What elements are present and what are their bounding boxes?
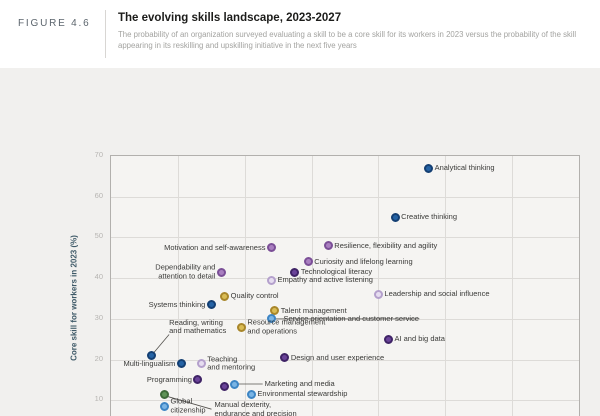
point-label: Empathy and active listening: [277, 274, 373, 284]
data-point: [303, 257, 313, 267]
data-point: [206, 300, 216, 310]
leader-line: [166, 395, 212, 410]
gridline-vertical: [244, 156, 246, 416]
point-label: Resilience, flexibility and agility: [334, 240, 438, 250]
data-point: [383, 334, 393, 344]
y-tick-label: 60: [94, 190, 103, 200]
point-label: Design and user experience: [290, 352, 385, 362]
data-point: [216, 267, 226, 277]
point-label: Reading, writing and mathematics: [169, 317, 227, 335]
data-point: [290, 267, 300, 277]
point-label: Motivation and self-awareness: [164, 242, 266, 252]
data-point: [220, 291, 230, 301]
point-label: Talent management: [280, 305, 347, 315]
point-label: Leadership and social influence: [384, 289, 490, 299]
point-label: Service orientation and customer service: [283, 313, 419, 323]
point-label: Analytical thinking: [434, 162, 495, 172]
y-tick-label: 20: [94, 353, 103, 363]
point-label: Marketing and media: [264, 378, 335, 388]
point-label: Systems thinking: [148, 299, 206, 309]
data-point: [236, 322, 246, 332]
data-point: [146, 351, 156, 360]
gridline-vertical: [177, 156, 179, 416]
point-label: Quality control: [230, 291, 279, 301]
data-point: [266, 275, 276, 285]
gridline-horizontal: [111, 400, 579, 402]
gridline-horizontal: [111, 359, 579, 361]
scatter-plot: Analytical thinking Creative thinking Resi…: [110, 155, 580, 416]
y-tick-label: 40: [94, 272, 103, 282]
data-point: [266, 314, 276, 324]
gridline-vertical: [445, 156, 447, 416]
header-divider: [105, 10, 106, 58]
y-tick-label: 70: [94, 150, 103, 159]
point-label: Programming: [146, 374, 192, 384]
gridline-vertical: [378, 156, 380, 416]
data-point: [159, 389, 169, 399]
chart-panel: Core skill for workers in 2023 (%) Reski…: [0, 68, 600, 416]
chart-title: The evolving skills landscape, 2023-2027: [118, 12, 342, 24]
point-label: Manual dexterity, endurance and precision: [214, 400, 297, 416]
y-axis-title: Core skill for workers in 2023 (%): [69, 235, 79, 361]
chart-subtitle: The probability of an organization surve…: [118, 30, 577, 50]
point-label: Technological literacy: [300, 266, 373, 276]
data-point: [193, 375, 203, 385]
data-point: [280, 353, 290, 363]
data-point: [390, 212, 400, 222]
y-tick-label: 50: [94, 231, 103, 241]
data-point: [196, 359, 206, 369]
leader-line: [152, 334, 170, 354]
data-point: [220, 381, 230, 391]
point-label: Resource management and operations: [247, 317, 326, 335]
point-label: AI and big data: [394, 333, 445, 343]
gridline-horizontal: [111, 278, 579, 280]
data-point: [159, 401, 169, 411]
figure-header: FIGURE 4.6 The evolving skills landscape…: [0, 0, 600, 68]
point-label: Teaching and mentoring: [207, 354, 256, 372]
figure-number: FIGURE 4.6: [18, 18, 91, 29]
gridline-horizontal: [111, 318, 579, 320]
point-label: Global citizenship: [170, 396, 206, 415]
gridline-vertical: [512, 156, 514, 416]
y-tick-label: 10: [94, 394, 103, 404]
point-label: Curiosity and lifelong learning: [314, 256, 413, 266]
data-point: [230, 379, 240, 389]
gridline-vertical: [311, 156, 313, 416]
point-label: Creative thinking: [401, 211, 458, 221]
gridline-horizontal: [111, 196, 579, 198]
point-label: Multi-lingualism: [123, 358, 176, 368]
y-tick-label: 30: [94, 312, 103, 322]
data-point: [270, 306, 280, 316]
point-label: Dependability and attention to detail: [155, 262, 216, 281]
data-point: [424, 163, 434, 173]
gridline-horizontal: [111, 237, 579, 239]
data-point: [176, 359, 186, 369]
leader-lines: [152, 318, 420, 410]
point-label: Environmental stewardship: [257, 388, 348, 398]
data-point: [373, 289, 383, 299]
data-point: [323, 241, 333, 251]
data-point: [266, 243, 276, 253]
data-point: [246, 389, 256, 399]
